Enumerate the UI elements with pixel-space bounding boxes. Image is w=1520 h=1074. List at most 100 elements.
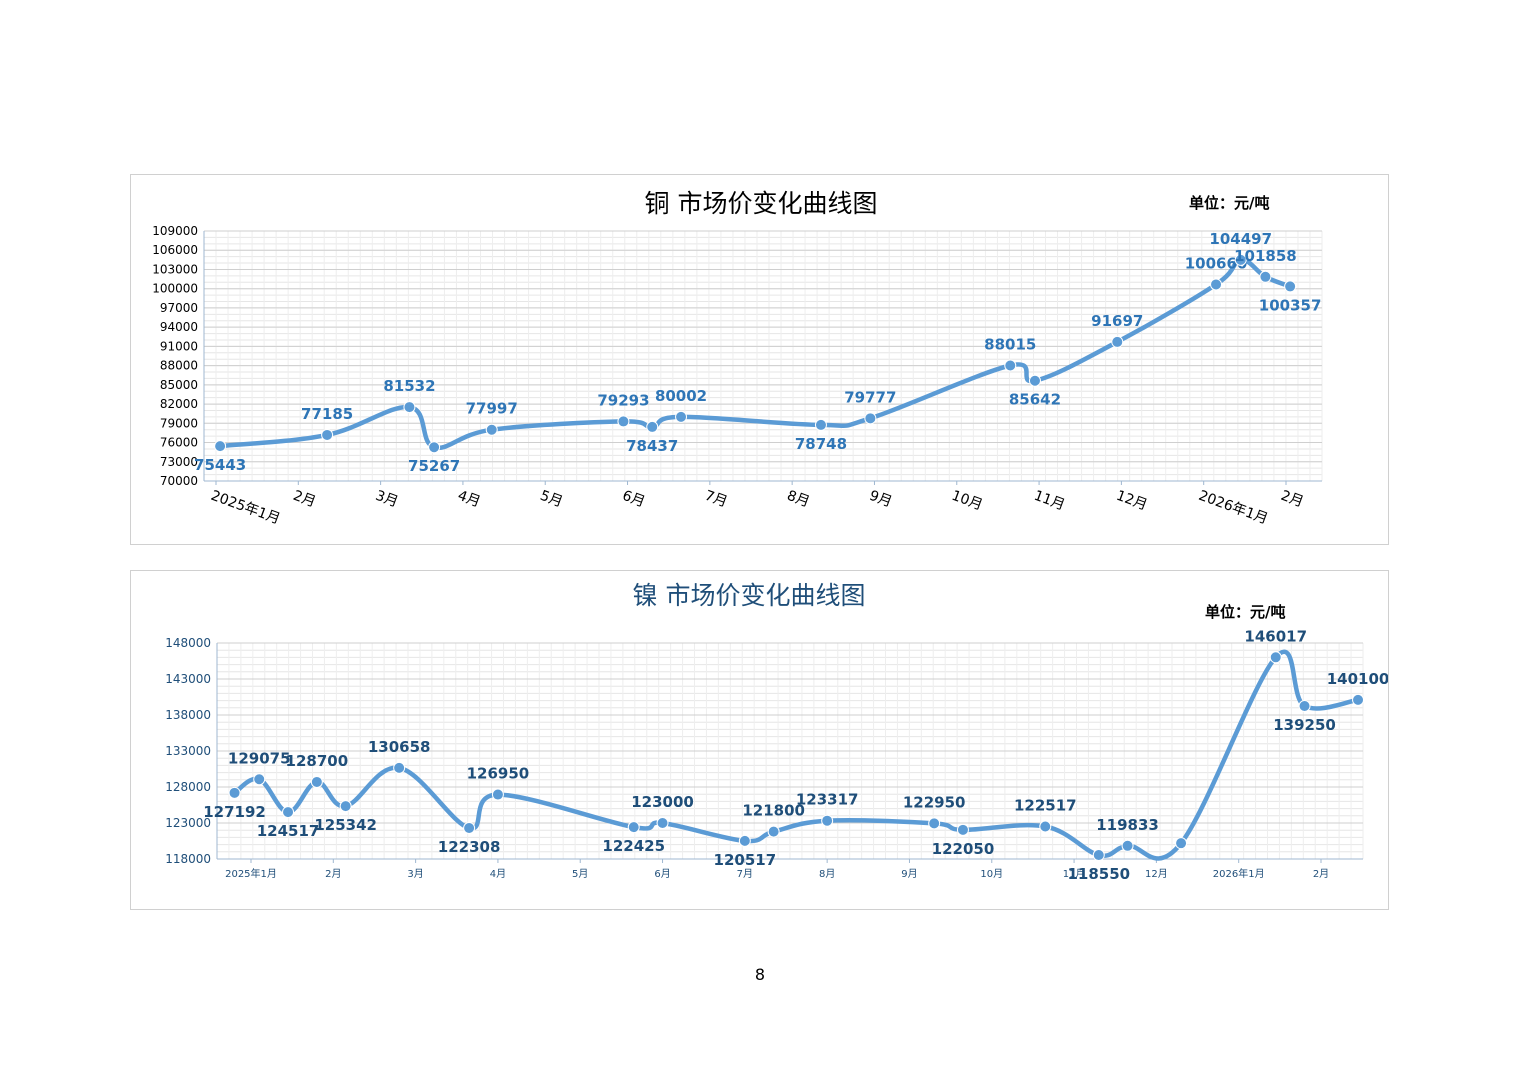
nickel-data-label: 125342 [314,816,377,834]
nickel-data-point [956,823,969,836]
copper-data-label: 100357 [1259,296,1322,314]
copper-y-tick-label: 79000 [160,416,198,430]
nickel-y-tick-label: 138000 [165,708,211,722]
copper-data-label: 78437 [626,437,678,455]
copper-y-tick-label: 70000 [160,474,198,488]
copper-data-point [864,412,877,425]
nickel-y-tick-label: 148000 [165,636,211,650]
copper-y-tick-label: 94000 [160,320,198,334]
copper-data-point [1004,359,1017,372]
copper-data-point [1259,270,1272,283]
nickel-data-label: 121800 [742,802,805,820]
nickel-data-point [627,821,640,834]
copper-x-tick-label: 2月 [1279,488,1306,511]
nickel-y-tick-label: 123000 [165,816,211,830]
nickel-data-label: 128700 [286,752,349,770]
copper-data-label: 101858 [1234,247,1297,265]
copper-x-tick-label: 2026年1月 [1196,488,1270,528]
nickel-data-point [491,788,504,801]
copper-data-label: 78748 [795,435,847,453]
copper-data-label: 79777 [844,388,896,406]
copper-data-point [1111,335,1124,348]
nickel-data-label: 124517 [257,822,320,840]
copper-gridlines [203,230,1323,482]
nickel-x-tick-label: 10月 [980,868,1003,880]
nickel-data-label: 123000 [631,793,694,811]
copper-unit-label: 单位：元/吨 [1189,194,1269,212]
copper-chart-svg: 铜 市场价变化曲线图 单位：元/吨 109000 106000 103000 1000… [152,189,1323,528]
copper-data-point [214,440,227,453]
nickel-data-label: 122950 [903,793,966,811]
copper-x-tick-label: 12月 [1114,488,1149,514]
copper-data-label: 77185 [301,405,353,423]
copper-data-point [403,401,416,414]
nickel-x-tick-label: 6月 [654,868,670,880]
copper-data-label: 104497 [1209,230,1272,248]
nickel-data-point [767,825,780,838]
copper-y-tick-label: 76000 [160,436,198,450]
nickel-data-point [1352,693,1365,706]
copper-data-point [1234,253,1247,266]
nickel-chart: 镍 市场价变化曲线图 单位：元/吨 148000 143000 138000 1330… [130,570,1389,910]
copper-y-tick-label: 82000 [160,397,198,411]
copper-data-label: 88015 [984,336,1036,354]
nickel-data-label: 122517 [1014,796,1077,814]
nickel-data-label: 129075 [228,749,291,767]
copper-data-point [646,420,659,433]
nickel-data-point [253,773,266,786]
copper-y-tick-label: 97000 [160,301,198,315]
copper-x-tick-label: 2025年1月 [209,488,283,528]
nickel-y-tick-label: 143000 [165,672,211,686]
nickel-data-point [656,817,669,829]
copper-chart: 铜 市场价变化曲线图 单位：元/吨 109000 106000 103000 1000… [130,174,1389,545]
copper-x-tick-label: 5月 [538,488,565,511]
copper-data-label: 91697 [1091,312,1143,330]
nickel-data-label: 118550 [1067,865,1130,883]
nickel-y-tick-label: 128000 [165,780,211,794]
copper-data-point [814,418,827,431]
page-number: 8 [754,965,766,984]
nickel-data-point [928,817,941,830]
copper-x-tick-label: 11月 [1032,488,1067,514]
nickel-data-point [463,821,476,834]
copper-data-point [485,423,498,436]
nickel-x-tick-label: 9月 [901,868,917,880]
nickel-x-tick-label: 2025年1月 [225,867,277,880]
copper-data-label: 80002 [655,387,707,405]
nickel-data-point [339,800,352,813]
nickel-data-label: 140100 [1327,670,1388,688]
nickel-x-tick-label: 8月 [819,868,835,880]
copper-x-tick-label: 2月 [291,488,318,511]
nickel-data-point [310,775,323,788]
copper-y-tick-label: 85000 [160,378,198,392]
nickel-data-point [1298,700,1311,712]
nickel-chart-svg: 镍 市场价变化曲线图 单位：元/吨 148000 143000 138000 1330… [165,581,1388,883]
nickel-data-label: 119833 [1096,816,1159,834]
nickel-data-point [738,834,751,847]
nickel-unit-label: 单位：元/吨 [1205,603,1285,621]
nickel-x-tick-label: 2026年1月 [1213,867,1265,880]
nickel-x-tick-label: 12月 [1145,868,1168,880]
copper-x-tick-label: 3月 [373,488,400,511]
copper-data-point [1284,280,1297,293]
copper-y-tick-label: 103000 [152,262,198,276]
copper-x-tick-label: 9月 [867,488,894,511]
nickel-data-label: 120517 [714,851,777,869]
nickel-x-tick-label: 4月 [490,868,506,880]
nickel-data-point [1175,837,1188,850]
nickel-x-tick-label: 2月 [1313,868,1329,880]
copper-x-tick-label: 8月 [785,488,812,511]
copper-data-point [321,428,334,441]
nickel-data-point [821,814,834,827]
nickel-x-tick-label: 2月 [325,868,341,880]
nickel-data-point [228,786,241,799]
copper-y-tick-label: 100000 [152,282,198,296]
nickel-data-label: 139250 [1273,716,1336,734]
nickel-data-label: 122050 [932,840,995,858]
copper-data-label: 77997 [466,400,518,418]
copper-data-point [675,410,688,423]
copper-data-point [1028,374,1041,387]
copper-x-tick-label: 6月 [620,488,647,511]
copper-y-tick-label: 88000 [160,359,198,373]
copper-data-label: 75267 [408,457,460,475]
